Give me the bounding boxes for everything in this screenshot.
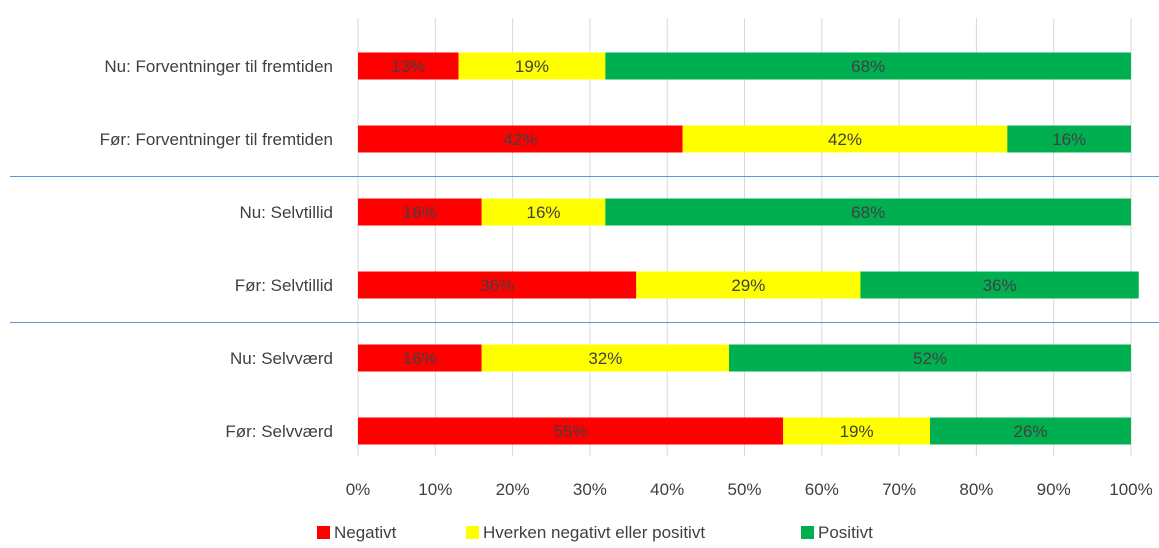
x-tick-label: 50%	[727, 480, 761, 499]
data-label: 16%	[403, 203, 437, 222]
bar-segment	[783, 417, 931, 445]
bar-segment	[358, 52, 459, 80]
bar-segment	[1007, 125, 1131, 153]
bar-segment	[930, 417, 1131, 445]
legend-label: Positivt	[818, 523, 873, 542]
x-tick-label: 80%	[959, 480, 993, 499]
x-tick-label: 30%	[573, 480, 607, 499]
bar-segment	[605, 198, 1131, 226]
data-label: 55%	[554, 422, 588, 441]
x-tick-label: 40%	[650, 480, 684, 499]
data-label: 36%	[983, 276, 1017, 295]
data-label: 42%	[828, 130, 862, 149]
legend-label: Hverken negativt eller positivt	[483, 523, 705, 542]
data-label: 36%	[480, 276, 514, 295]
bar-segment	[682, 125, 1008, 153]
x-tick-label: 0%	[346, 480, 371, 499]
bar-segment	[860, 271, 1139, 299]
data-label: 68%	[851, 57, 885, 76]
data-label: 19%	[840, 422, 874, 441]
data-label: 16%	[403, 349, 437, 368]
data-label: 29%	[731, 276, 765, 295]
bar-segment	[358, 344, 482, 372]
bar-segment	[358, 417, 784, 445]
x-tick-label: 100%	[1109, 480, 1152, 499]
category-label: Før: Forventninger til fremtiden	[100, 130, 333, 149]
data-label: 26%	[1013, 422, 1047, 441]
data-label: 68%	[851, 203, 885, 222]
data-label: 16%	[1052, 130, 1086, 149]
data-label: 19%	[515, 57, 549, 76]
legend-label: Negativt	[334, 523, 397, 542]
data-label: 16%	[527, 203, 561, 222]
legend-swatch	[801, 526, 814, 539]
category-label: Nu: Forventninger til fremtiden	[104, 57, 333, 76]
category-label: Før: Selvtillid	[235, 276, 333, 295]
category-label: Nu: Selvtillid	[239, 203, 333, 222]
bar-segment	[729, 344, 1131, 372]
bar-segment	[358, 198, 482, 226]
data-label: 42%	[503, 130, 537, 149]
data-label: 52%	[913, 349, 947, 368]
legend-swatch	[317, 526, 330, 539]
category-label: Nu: Selvværd	[230, 349, 333, 368]
x-tick-label: 90%	[1037, 480, 1071, 499]
x-tick-label: 10%	[418, 480, 452, 499]
category-label: Før: Selvværd	[225, 422, 333, 441]
legend-swatch	[466, 526, 479, 539]
bar-segment	[358, 271, 637, 299]
bar-segment	[358, 125, 683, 153]
bar-segment	[605, 52, 1131, 80]
x-tick-label: 60%	[805, 480, 839, 499]
data-label: 32%	[588, 349, 622, 368]
bar-segment	[481, 344, 730, 372]
bar-segment	[458, 52, 606, 80]
x-tick-label: 70%	[882, 480, 916, 499]
bar-segment	[636, 271, 861, 299]
data-label: 13%	[391, 57, 425, 76]
x-tick-label: 20%	[496, 480, 530, 499]
bar-segment	[481, 198, 606, 226]
